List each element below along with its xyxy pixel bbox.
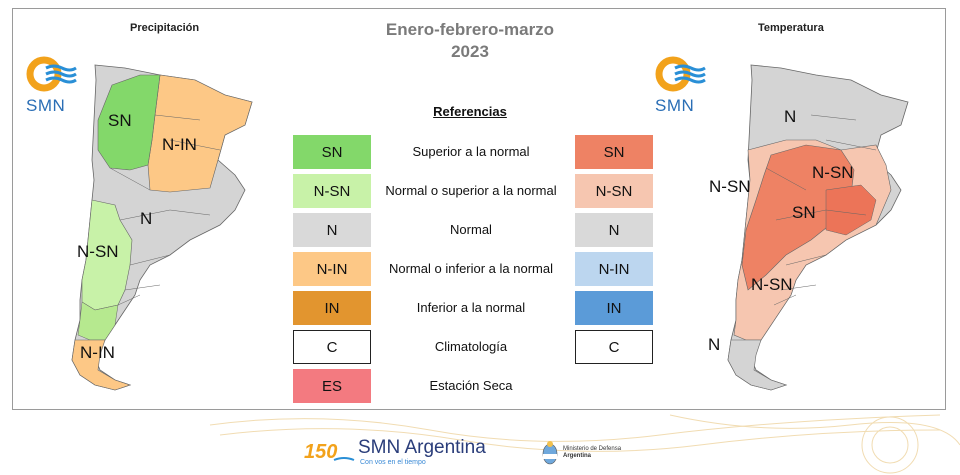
legend-description: Normal o inferior a la normal: [388, 261, 553, 276]
year-title: 2023: [451, 42, 489, 61]
legend-temp-swatch: N: [575, 213, 653, 247]
precip-label-n-in-north: N-IN: [162, 135, 197, 154]
precipitation-map: SN N-IN N N-SN N-IN: [71, 64, 253, 391]
legend-precip-swatch: N-IN: [293, 252, 371, 286]
temp-region-n-south: [727, 339, 787, 391]
smn-logo-icon-left: [26, 56, 77, 92]
legend-precip-swatch: SN: [293, 135, 371, 169]
legend-description: Superior a la normal: [412, 144, 530, 159]
footer-brand: SMN Argentina: [358, 437, 486, 458]
legend-description: Normal o superior a la normal: [385, 183, 557, 198]
legend-precip-swatch: N-SN: [293, 174, 371, 208]
precip-label-n-in-south: N-IN: [80, 343, 115, 362]
legend-precip-swatch: C: [293, 330, 371, 364]
legend-title: Referencias: [433, 104, 507, 119]
legend-precip-swatch: IN: [293, 291, 371, 325]
legend-description: Climatología: [434, 339, 508, 354]
legend-precip-swatch: N: [293, 213, 371, 247]
coat-of-arms-icon: [542, 441, 558, 465]
legend-temp-swatch: IN: [575, 291, 653, 325]
precip-label-n: N: [140, 209, 152, 228]
temp-label-n-sn-northeast: N-SN: [812, 163, 854, 182]
temp-label-n-sn-northwest: N-SN: [709, 177, 751, 196]
footer-tagline: Con vos en el tiempo: [360, 459, 426, 466]
ministry-line1: Ministerio de Defensa: [563, 446, 622, 452]
legend-description: Inferior a la normal: [416, 300, 526, 315]
temperature-title: Temperatura: [758, 22, 824, 34]
precip-region-sn: [97, 74, 161, 171]
ministry-line2: Argentina: [563, 453, 592, 459]
precip-province-lines: [109, 114, 221, 306]
precip-label-n-sn: N-SN: [77, 242, 119, 261]
precipitation-title: Precipitación: [130, 22, 200, 34]
footer-decoration: [209, 414, 960, 474]
temperature-map: N N-SN N-SN SN N-SN N: [708, 64, 909, 391]
ministry-text: Ministerio de Defensa Argentina: [563, 446, 621, 460]
precip-region-n-in-south: [71, 339, 131, 391]
precip-label-sn: SN: [108, 111, 132, 130]
legend-description: Estación Seca: [429, 378, 513, 393]
precip-region-n-in-north: [147, 74, 253, 193]
period-title: Enero-febrero-marzo: [385, 20, 555, 39]
temp-region-sn: [741, 144, 855, 291]
legend-temp-swatch: N-IN: [575, 252, 653, 286]
smn-logo-icon-right: [655, 56, 706, 92]
temp-label-n-north: N: [784, 107, 796, 126]
legend-description: Normal: [450, 222, 492, 237]
legend-temp-swatch: N-SN: [575, 174, 653, 208]
smn-logo-text-left: SMN: [26, 96, 66, 115]
legend-precip-swatch: ES: [293, 369, 371, 403]
temp-region-sn-east: [825, 184, 877, 236]
svg-text:150: 150: [304, 441, 337, 463]
legend-temp-swatch: C: [575, 330, 653, 364]
smn-logo-text-right: SMN: [655, 96, 695, 115]
anniversary-logo-icon: 150: [304, 441, 355, 463]
legend-temp-swatch: SN: [575, 135, 653, 169]
temp-label-sn: SN: [792, 203, 816, 222]
temp-province-lines: [765, 114, 877, 306]
temp-label-n-sn-south: N-SN: [751, 275, 793, 294]
temp-label-n-south: N: [708, 335, 720, 354]
